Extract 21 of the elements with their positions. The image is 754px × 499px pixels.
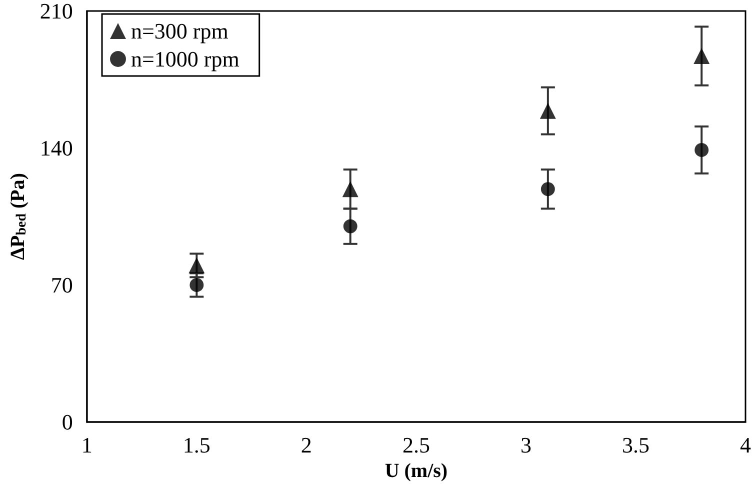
point	[694, 142, 709, 157]
x-tick-label: 2.5	[402, 432, 430, 458]
point	[540, 182, 555, 196]
x-tick-label: 1	[81, 432, 92, 458]
legend-label: n=300 rpm	[131, 18, 228, 44]
point	[540, 102, 556, 119]
x-tick-label: 1.5	[182, 432, 210, 458]
x-tick-label: 3	[520, 432, 532, 458]
point	[694, 48, 710, 64]
legend-label: n=1000 rpm	[131, 46, 240, 72]
y-tick-label: 0	[62, 410, 73, 434]
x-tick-label: 4	[740, 432, 751, 458]
y-tick-label: 210	[40, 0, 73, 24]
x-tick-label: 2	[300, 432, 312, 458]
point	[342, 181, 358, 198]
x-tick-label: 3.5	[622, 432, 650, 458]
point	[343, 219, 358, 234]
y-tick-label: 70	[50, 272, 73, 298]
y-tick-label: 140	[40, 136, 73, 160]
y-axis-title: ΔPbed (Pa)	[7, 172, 30, 260]
x-axis-title: U (m/s)	[384, 460, 448, 482]
